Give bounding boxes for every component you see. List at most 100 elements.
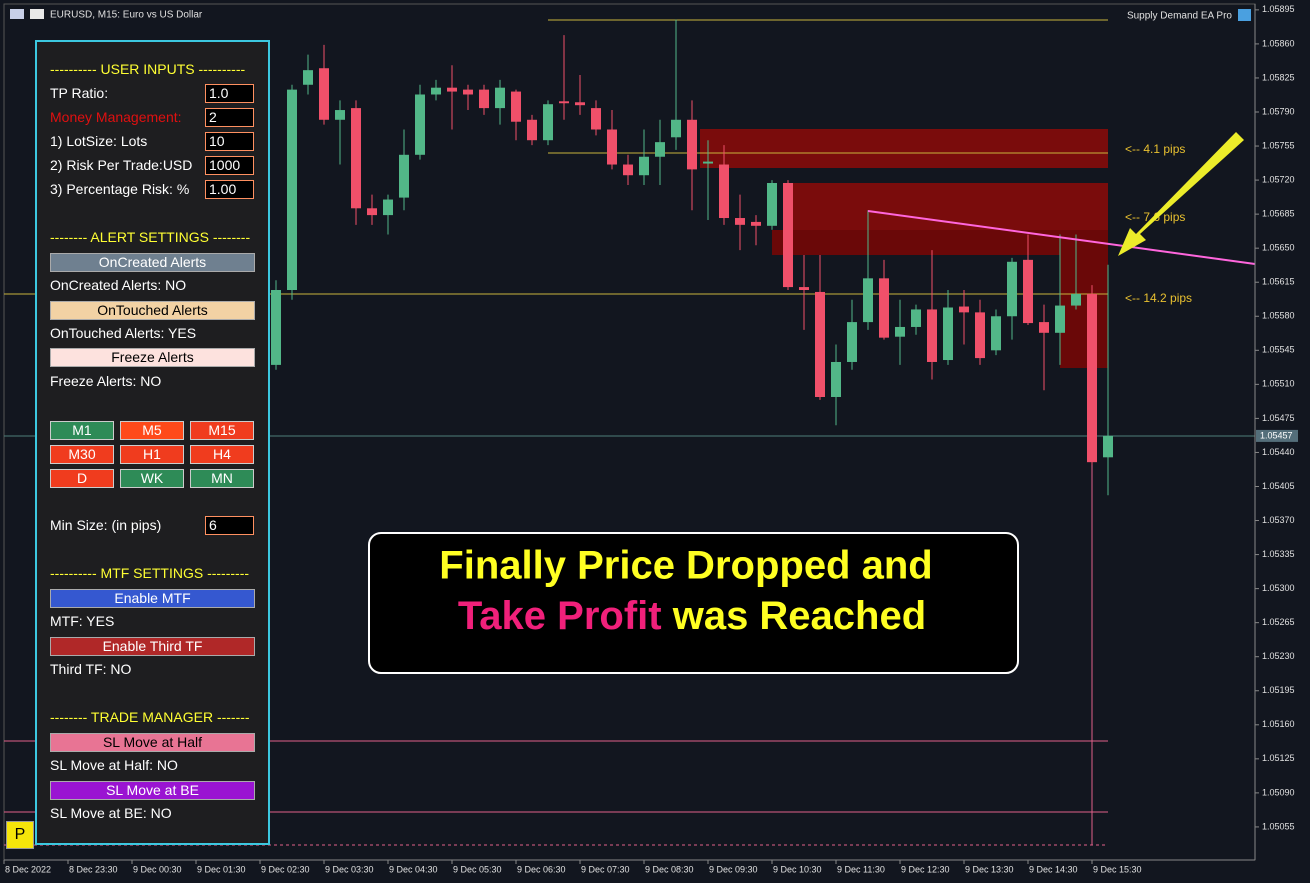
candle-body xyxy=(431,87,441,95)
status: Third TF: NO xyxy=(50,661,132,677)
y-tick-label: 1.05825 xyxy=(1262,72,1295,82)
y-tick-label: 1.05580 xyxy=(1262,311,1295,321)
candle-body xyxy=(1087,293,1097,463)
input[interactable]: 6 xyxy=(205,516,254,535)
zones xyxy=(700,129,1108,368)
input-label: 1) LotSize: Lots xyxy=(50,133,148,149)
status: SL Move at Half: NO xyxy=(50,757,178,773)
candle-body xyxy=(1103,435,1113,458)
button[interactable]: Enable MTF xyxy=(50,589,255,608)
x-tick-label: 9 Dec 04:30 xyxy=(389,864,438,874)
timeframe-button[interactable]: M15 xyxy=(190,421,254,440)
symbol: EURUSD, M15: Euro vs US Dollar xyxy=(50,10,203,21)
y-tick-label: 1.05895 xyxy=(1262,4,1295,14)
section-title: ---------- MTF SETTINGS --------- xyxy=(50,565,250,581)
y-tick-label: 1.05475 xyxy=(1262,413,1295,423)
y-tick-label: 1.05790 xyxy=(1262,106,1295,116)
timeframe-button[interactable]: M30 xyxy=(50,445,114,464)
input[interactable]: 2 xyxy=(205,108,254,127)
status: OnCreated Alerts: NO xyxy=(50,277,187,293)
candle-body xyxy=(719,164,729,219)
x-tick-label: 9 Dec 08:30 xyxy=(645,864,694,874)
candles xyxy=(271,19,1113,496)
status: Freeze Alerts: NO xyxy=(50,373,162,389)
candle-body xyxy=(591,108,601,130)
icon xyxy=(10,9,24,19)
candle-body xyxy=(959,306,969,313)
timeframe-button[interactable]: D xyxy=(50,469,114,488)
input[interactable]: 1.0 xyxy=(205,84,254,103)
x-tick-label: 9 Dec 06:30 xyxy=(517,864,566,874)
timeframe-button[interactable]: H1 xyxy=(120,445,184,464)
y-tick-label: 1.05860 xyxy=(1262,38,1295,48)
x-tick-label: 9 Dec 12:30 xyxy=(901,864,950,874)
x-tick-label: 8 Dec 2022 xyxy=(5,864,51,874)
x-tick-label: 9 Dec 14:30 xyxy=(1029,864,1078,874)
p-button[interactable]: P xyxy=(6,821,34,849)
button[interactable]: SL Move at Half xyxy=(50,733,255,752)
zone-label: <-- 4.1 pips xyxy=(1125,142,1185,156)
candle-body xyxy=(847,322,857,362)
input[interactable]: 10 xyxy=(205,132,254,151)
arrow xyxy=(1118,132,1244,256)
candle-body xyxy=(799,287,809,290)
y-tick-label: 1.05650 xyxy=(1262,243,1295,253)
candle-body xyxy=(671,119,681,138)
y-tick-label: 1.05195 xyxy=(1262,685,1295,695)
button[interactable]: Enable Third TF xyxy=(50,637,255,656)
icon xyxy=(1238,9,1251,21)
timeframe-button[interactable]: MN xyxy=(190,469,254,488)
candle-body xyxy=(271,290,281,365)
annotation-box xyxy=(368,532,1019,674)
timeframe-button[interactable]: M1 xyxy=(50,421,114,440)
candle-body xyxy=(351,108,361,209)
y-tick-label: 1.05055 xyxy=(1262,821,1295,831)
button[interactable]: OnTouched Alerts xyxy=(50,301,255,320)
x-tick-label: 9 Dec 15:30 xyxy=(1093,864,1142,874)
button[interactable]: SL Move at BE xyxy=(50,781,255,800)
candle-body xyxy=(895,326,905,337)
button[interactable]: Freeze Alerts xyxy=(50,348,255,367)
candle-body xyxy=(399,154,409,198)
candle-body xyxy=(687,119,697,170)
candle-body xyxy=(975,312,985,359)
y-tick-label: 1.05370 xyxy=(1262,515,1295,525)
candle-body xyxy=(1023,259,1033,324)
candle-body xyxy=(607,129,617,165)
y-tick-label: 1.05265 xyxy=(1262,617,1295,627)
candle-body xyxy=(943,307,953,361)
candle-body xyxy=(415,94,425,155)
y-tick-label: 1.05160 xyxy=(1262,719,1295,729)
candle-body xyxy=(575,102,585,106)
icon xyxy=(30,9,44,19)
supply-zone xyxy=(1060,255,1108,368)
candle-body xyxy=(815,291,825,397)
candle-body xyxy=(1039,322,1049,333)
candle-body xyxy=(335,110,345,120)
timeframe-button[interactable]: M5 xyxy=(120,421,184,440)
input[interactable]: 1.00 xyxy=(205,180,254,199)
ea-name: Supply Demand EA Pro xyxy=(1127,11,1232,22)
candle-body xyxy=(367,208,377,216)
annotation: Finally Price Dropped and xyxy=(439,544,932,588)
candle-body xyxy=(735,218,745,225)
button[interactable]: OnCreated Alerts xyxy=(50,253,255,272)
y-tick-label: 1.05545 xyxy=(1262,345,1295,355)
x-tick-label: 9 Dec 00:30 xyxy=(133,864,182,874)
input-label: 3) Percentage Risk: % xyxy=(50,181,190,197)
x-tick-label: 9 Dec 11:30 xyxy=(837,864,885,874)
candle-body xyxy=(783,183,793,288)
timeframe-button[interactable]: WK xyxy=(120,469,184,488)
y-tick-label: 1.05230 xyxy=(1262,651,1295,661)
supply-zone xyxy=(700,129,1108,168)
section-title: -------- TRADE MANAGER ------- xyxy=(50,709,250,725)
input[interactable]: 1000 xyxy=(205,156,254,175)
x-tick-label: 9 Dec 13:30 xyxy=(965,864,1014,874)
annotation-highlight: Take Profit xyxy=(458,594,662,638)
section-title: ---------- USER INPUTS ---------- xyxy=(50,61,246,77)
candle-body xyxy=(303,70,313,85)
y-tick-label: 1.05300 xyxy=(1262,583,1295,593)
x-tick-label: 9 Dec 02:30 xyxy=(261,864,310,874)
timeframe-button[interactable]: H4 xyxy=(190,445,254,464)
